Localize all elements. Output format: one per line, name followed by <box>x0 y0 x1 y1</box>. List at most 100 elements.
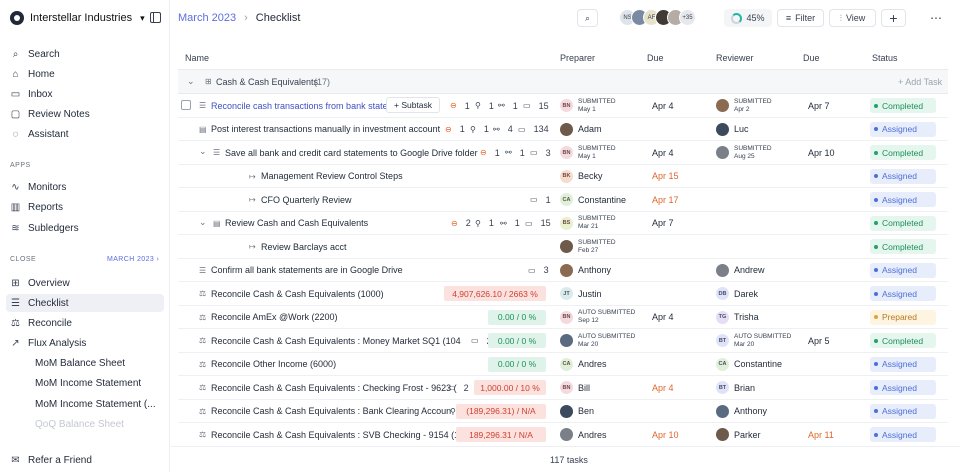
column-header-preparer[interactable]: Preparer <box>560 53 596 63</box>
sidebar-item-reports[interactable]: ▥ Reports <box>10 201 64 213</box>
preparer-cell[interactable]: BN AUTO SUBMITTED Sep 12 <box>560 306 635 329</box>
due-date[interactable]: Apr 4 <box>652 100 674 111</box>
table-row[interactable]: ☰ Reconcile cash transactions from bank s… <box>178 94 948 118</box>
group-row[interactable]: ⌄ ⊞ Cash & Cash Equivalents (17) + Add T… <box>178 70 948 94</box>
counter-c3[interactable]: ⚯ 4 <box>493 124 513 134</box>
add-subtask-button[interactable]: + Subtask <box>386 97 441 113</box>
sidebar-item-subledgers[interactable]: ≋ Subledgers <box>11 222 79 234</box>
sidebar-item-overview[interactable]: ⊞ Overview <box>11 277 70 289</box>
team-avatars[interactable]: NS AF +35 <box>619 9 696 27</box>
task-name[interactable]: Post interest transactions manually in i… <box>211 124 441 134</box>
sidebar-item-search[interactable]: ⌕ Search <box>6 45 164 63</box>
table-row[interactable]: ↦ Management Review Control Steps BK Becky A… <box>178 165 948 188</box>
task-name[interactable]: Confirm all bank statements are in Googl… <box>211 265 403 275</box>
filter-button[interactable]: ≡ Filter <box>777 9 824 27</box>
status-badge[interactable]: Completed <box>870 215 936 231</box>
counter-c3[interactable]: ⚯ 1 <box>498 100 518 111</box>
table-row[interactable]: ⌄ ▤ Review Cash and Cash Equivalents ⊖ 2 ⚲ 1 ⚯ 1… <box>178 212 948 235</box>
reviewer-cell[interactable]: BT Brian <box>716 376 755 399</box>
more-menu-button[interactable]: ⋯ <box>926 9 946 27</box>
table-row[interactable]: ⚖ Reconcile Cash & Cash Equivalents (1000… <box>178 282 948 306</box>
table-row[interactable]: ⚖ Reconcile Cash & Cash Equivalents : SVB… <box>178 423 948 447</box>
sidebar-item-checklist[interactable]: ☰ Checklist <box>6 294 164 312</box>
reviewer-cell[interactable]: DB Darek <box>716 282 758 305</box>
preparer-cell[interactable]: BN Bill <box>560 376 590 399</box>
reviewer-cell[interactable]: Anthony <box>716 400 767 423</box>
column-header-due-review[interactable]: Due <box>803 53 820 63</box>
view-button[interactable]: ⫶ View <box>829 9 876 27</box>
preparer-cell[interactable]: CA Constantine <box>560 188 626 211</box>
counter-c3[interactable]: ⚯ 1 <box>505 147 525 158</box>
status-badge[interactable]: Assigned <box>870 192 936 207</box>
preparer-cell[interactable]: BN SUBMITTED May 1 <box>560 94 616 117</box>
sidebar-toggle-icon[interactable] <box>150 12 161 23</box>
status-badge[interactable]: Assigned <box>870 356 936 372</box>
review-due-date[interactable]: Apr 11 <box>808 429 834 440</box>
status-badge[interactable]: Assigned <box>870 403 936 419</box>
sidebar-item-flux-analysis[interactable]: ↗ Flux Analysis <box>11 337 87 349</box>
status-badge[interactable]: Completed <box>870 239 936 254</box>
counter-c1[interactable]: ⊖ 2 <box>451 218 471 228</box>
status-badge[interactable]: Completed <box>870 333 936 348</box>
preparer-cell[interactable]: Andres <box>560 423 607 446</box>
counter-c4[interactable]: ▭2 <box>448 382 469 393</box>
counter-c4[interactable]: ▭ 1 <box>530 194 551 205</box>
search-button[interactable]: ⌕ <box>577 9 598 27</box>
preparer-cell[interactable]: SUBMITTED Feb 27 <box>560 235 616 258</box>
task-name[interactable]: Reconcile cash transactions from bank st… <box>211 100 393 111</box>
counter-c4[interactable]: ▭ 3 <box>528 265 549 275</box>
task-name[interactable]: Reconcile Cash & Cash Equivalents : Chec… <box>211 382 457 393</box>
sidebar-subitem-mom-income-statement-2[interactable]: MoM Income Statement (... <box>35 399 156 410</box>
reviewer-cell[interactable]: SUBMITTED Aug 25 <box>716 141 772 164</box>
preparer-cell[interactable]: BS SUBMITTED Mar 21 <box>560 212 616 235</box>
task-name[interactable]: Review Cash and Cash Equivalents <box>225 218 369 228</box>
counter-c4[interactable]: ▭ 15 <box>525 218 551 228</box>
table-row[interactable]: ⚖ Reconcile Other Income (6000) 0.00 / 0 %… <box>178 353 948 376</box>
task-name[interactable]: Reconcile Cash & Cash Equivalents : SVB … <box>211 429 466 440</box>
preparer-cell[interactable]: CA Andres <box>560 353 607 376</box>
task-name[interactable]: Reconcile AmEx @Work (2200) <box>211 312 338 322</box>
review-due-date[interactable]: Apr 10 <box>808 147 835 158</box>
counter-c4[interactable]: ▭ 134 <box>518 124 549 134</box>
status-badge[interactable]: Prepared <box>870 309 936 325</box>
due-date[interactable]: Apr 4 <box>652 147 674 158</box>
task-name[interactable]: Reconcile Cash & Cash Equivalents : Mone… <box>211 335 461 346</box>
counter-c1[interactable]: ⊖ 1 <box>450 100 470 111</box>
counter-c2[interactable]: ⚲1 <box>475 218 494 228</box>
counter-c2[interactable]: ⚲1 <box>470 124 489 134</box>
sidebar-item-inbox[interactable]: ▭ Inbox <box>10 88 53 100</box>
counter-c2[interactable]: ⚲1 <box>475 100 494 111</box>
task-name[interactable]: Save all bank and credit card statements… <box>225 147 478 158</box>
status-badge[interactable]: Assigned <box>870 262 936 278</box>
reviewer-cell[interactable]: Andrew <box>716 259 765 282</box>
chevron-down-icon[interactable]: ⌄ <box>199 216 207 227</box>
due-date[interactable]: Apr 15 <box>652 171 679 181</box>
preparer-cell[interactable]: BN SUBMITTED May 1 <box>560 141 616 164</box>
due-date[interactable]: Apr 4 <box>652 382 674 393</box>
progress-indicator[interactable]: 45% <box>724 9 772 27</box>
table-row[interactable]: ⌄ ☰ Save all bank and credit card statemen… <box>178 141 948 165</box>
table-row[interactable]: ↦ Review Barclays acct SUBMITTED Feb 27 Comp… <box>178 235 948 259</box>
column-header-status[interactable]: Status <box>872 53 898 63</box>
table-row[interactable]: ⚖ Reconcile Cash & Cash Equivalents : Che… <box>178 376 948 400</box>
status-badge[interactable]: Assigned <box>870 380 936 395</box>
sidebar-item-assistant[interactable]: ◌ Assistant <box>6 125 164 143</box>
table-row[interactable]: ⚖ Reconcile Cash & Cash Equivalents : Mon… <box>178 329 948 353</box>
sidebar-item-monitors[interactable]: ∿ Monitors <box>11 181 67 193</box>
status-badge[interactable]: Assigned <box>870 121 936 137</box>
preparer-cell[interactable]: AUTO SUBMITTED Mar 20 <box>560 329 635 352</box>
task-name[interactable]: Reconcile Other Income (6000) <box>211 359 337 369</box>
preparer-cell[interactable]: JT Justin <box>560 282 602 305</box>
task-name[interactable]: Reconcile Cash & Cash Equivalents : Bank… <box>211 406 452 416</box>
preparer-cell[interactable]: Adam <box>560 118 602 141</box>
sidebar-subitem-mom-balance-sheet[interactable]: MoM Balance Sheet <box>35 358 126 369</box>
counter-c4[interactable]: ▭ 15 <box>523 100 549 111</box>
preparer-cell[interactable]: Ben <box>560 400 594 423</box>
status-badge[interactable]: Completed <box>870 145 936 160</box>
table-row[interactable]: ↦ CFO Quarterly Review ▭ 1 CA Constantine Apr … <box>178 188 948 212</box>
sidebar-item-reconcile[interactable]: ⚖ Reconcile <box>11 317 72 329</box>
sidebar-item-home[interactable]: ⌂ Home <box>6 65 164 83</box>
breadcrumb-month[interactable]: March 2023 <box>178 12 237 24</box>
task-name[interactable]: Review Barclays acct <box>261 241 347 252</box>
row-checkbox[interactable] <box>181 100 191 110</box>
